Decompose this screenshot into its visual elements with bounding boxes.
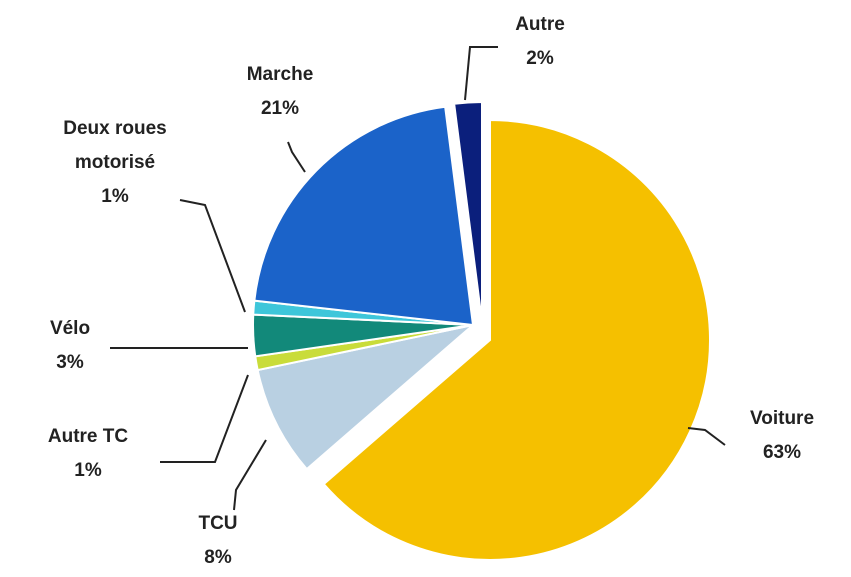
- slice-label: TCU 8%: [168, 507, 268, 575]
- slice-label: Deux roues motorisé 1%: [60, 112, 170, 214]
- value-label: 1%: [101, 186, 129, 207]
- leader-line: [287, 141, 306, 173]
- leader-line: [160, 374, 249, 463]
- value-label: 8%: [204, 547, 232, 568]
- slice-label: Autre TC 1%: [18, 420, 158, 488]
- leader-line: [233, 439, 267, 511]
- slice-label: Vélo 3%: [20, 312, 120, 380]
- pie-slice: [256, 323, 477, 471]
- slice-label: Marche 21%: [220, 58, 340, 126]
- slice-label: Voiture 63%: [712, 402, 851, 470]
- value-label: 63%: [762, 442, 802, 463]
- category-label: Vélo: [49, 318, 91, 339]
- category-label: Deux roues motorisé: [63, 118, 167, 173]
- value-label: 3%: [56, 352, 84, 373]
- value-label: 1%: [74, 460, 102, 481]
- leader-line: [687, 427, 726, 446]
- category-label: Autre: [515, 14, 565, 35]
- category-label: Marche: [246, 64, 314, 85]
- value-label: 2%: [526, 48, 554, 69]
- pie-slice: [322, 118, 711, 561]
- category-label: Voiture: [749, 408, 815, 429]
- leader-line: [179, 199, 246, 313]
- category-label: Autre TC: [47, 426, 129, 447]
- leader-line: [464, 46, 498, 101]
- pie-slice: [253, 105, 475, 327]
- value-label: 21%: [260, 98, 300, 119]
- slice-label: Autre 2%: [490, 8, 590, 76]
- pie-slice: [453, 100, 483, 323]
- category-label: TCU: [198, 513, 238, 534]
